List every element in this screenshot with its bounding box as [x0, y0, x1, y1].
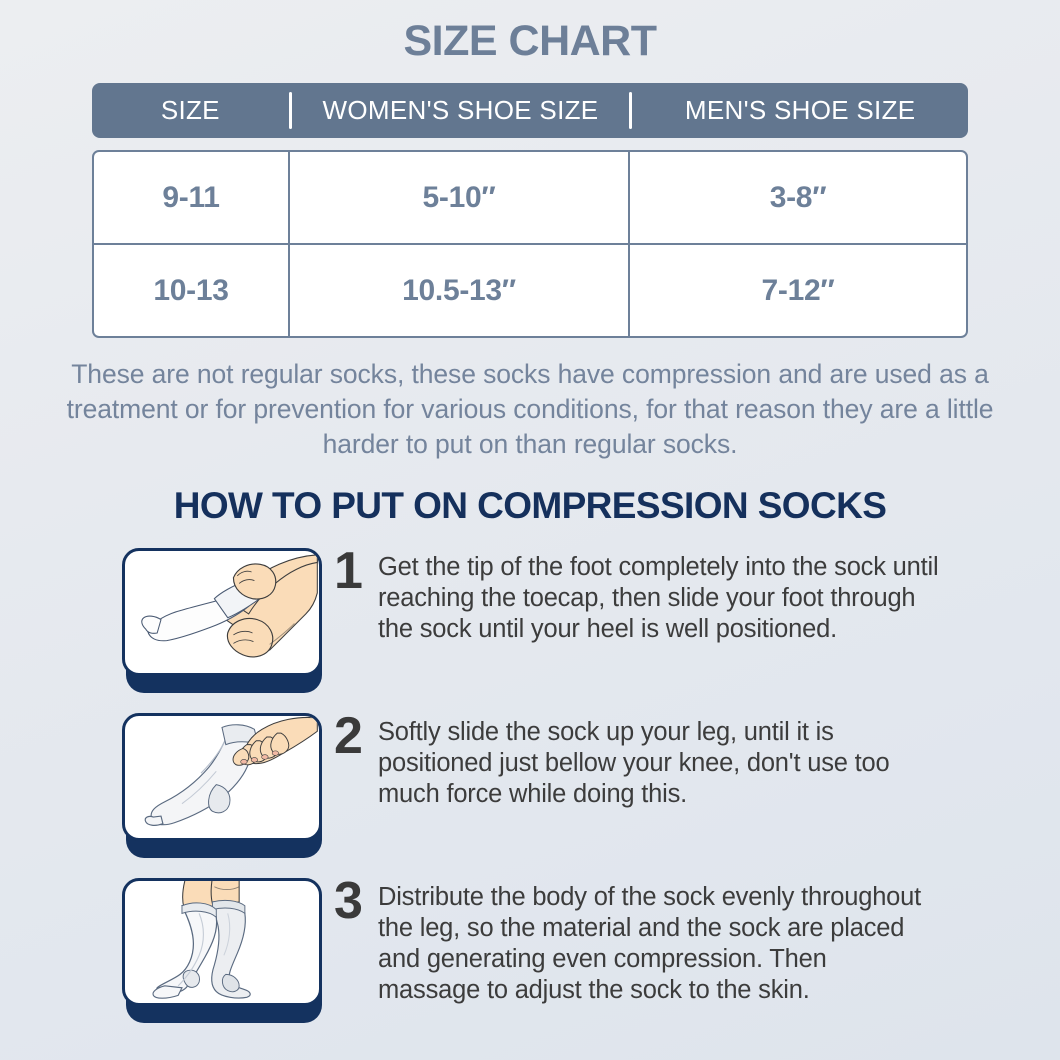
cell-womens-size: 10.5-13″: [290, 245, 630, 336]
page-title: SIZE CHART: [403, 17, 658, 65]
table-row: 9-11 5-10″ 3-8″: [94, 152, 966, 243]
cell-size: 9-11: [94, 152, 290, 243]
column-header-mens-shoe-size: MEN'S SHOE SIZE: [684, 95, 916, 125]
step-description: Softly slide the sock up your leg, until…: [378, 718, 890, 809]
cell-womens-size: 5-10″: [290, 152, 630, 243]
step-2-illustration-card: [122, 713, 322, 858]
step-1-illustration-card: [122, 548, 322, 693]
step-item: 2 Softly slide the sock up your leg, unt…: [0, 707, 1060, 878]
cell-mens-size: 3-8″: [769, 180, 827, 214]
hand-sliding-sock-up-leg-icon: [144, 716, 318, 826]
card-face: [122, 548, 322, 676]
step-3-illustration-card: [122, 878, 322, 1023]
step-item: 3 Distribute the body of the sock evenly…: [0, 872, 1060, 1048]
header-divider-icon: [629, 92, 633, 129]
table-row: 10-13 10.5-13″ 7-12″: [94, 243, 966, 336]
column-header-womens-shoe-size: WOMEN'S SHOE SIZE: [322, 95, 599, 125]
header-divider-icon: [288, 92, 292, 129]
step-number: 3: [334, 872, 363, 930]
table-header-bar: SIZE WOMEN'S SHOE SIZE MEN'S SHOE SIZE: [92, 83, 968, 138]
intro-paragraph: These are not regular socks, these socks…: [66, 359, 994, 459]
step-description: Get the tip of the foot completely into …: [378, 553, 939, 644]
card-face: [122, 713, 322, 841]
howto-steps-list: 1 Get the tip of the foot completely int…: [0, 542, 1060, 1048]
card-face: [122, 878, 322, 1006]
step-number: 2: [334, 707, 363, 765]
step-number: 1: [334, 542, 363, 600]
column-header-size: SIZE: [160, 95, 220, 125]
size-table-body: 9-11 5-10″ 3-8″ 10-13 10.5-13″ 7-12″: [92, 150, 968, 338]
step-item: 1 Get the tip of the foot completely int…: [0, 542, 1060, 713]
cell-size: 10-13: [94, 245, 290, 336]
two-legs-wearing-knee-high-socks-icon: [152, 881, 251, 999]
step-description: Distribute the body of the sock evenly t…: [378, 883, 922, 1005]
cell-mens-size: 7-12″: [761, 273, 835, 307]
howto-heading: HOW TO PUT ON COMPRESSION SOCKS: [173, 485, 887, 526]
hands-pulling-sock-onto-foot-icon: [141, 554, 318, 658]
